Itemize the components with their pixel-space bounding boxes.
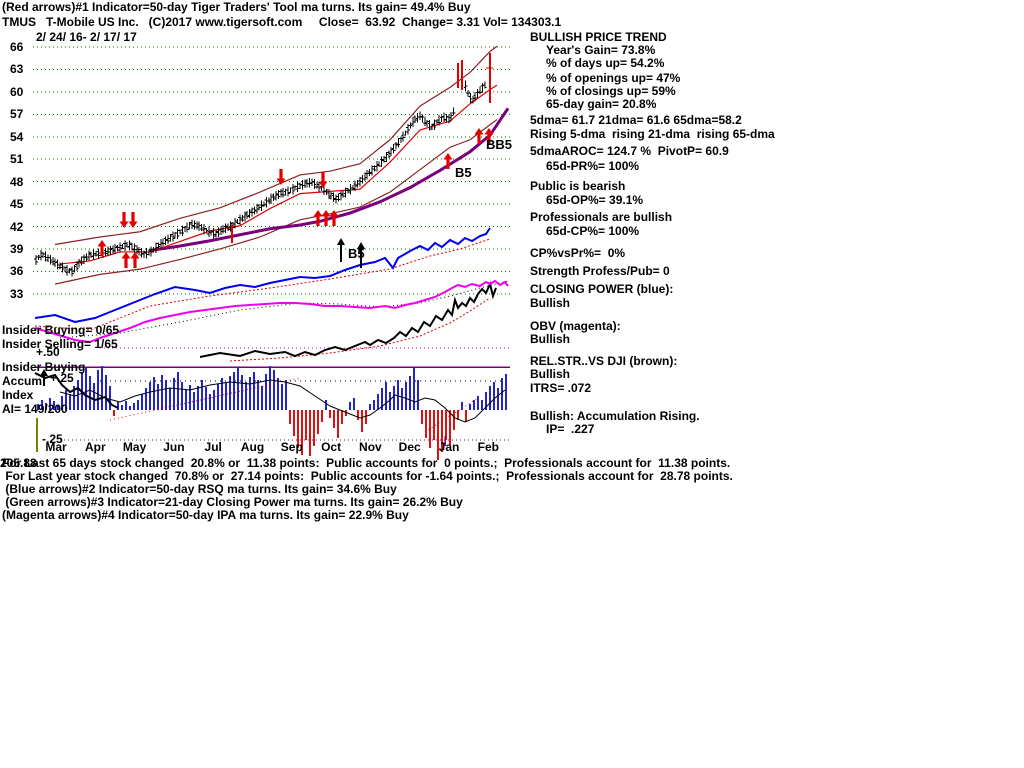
- indicator-legend-line: (Red arrows)#1 Indicator=50-day Tiger Tr…: [2, 0, 471, 14]
- bottom-legend-line: For Last 65 days stock changed 20.8% or …: [2, 456, 731, 470]
- plus-50-level-label: +.50: [36, 345, 60, 359]
- x-axis-month-label: Oct: [321, 440, 342, 454]
- obv-end-value-overlay: 205.88: [0, 456, 37, 470]
- right-panel-line: 5dma= 61.7 21dma= 61.6 65dma=58.2: [530, 113, 742, 127]
- date-range-label: 2/ 24/ 16- 2/ 17/ 17: [36, 30, 137, 44]
- y-axis-tick-label: 45: [10, 197, 24, 212]
- buy-signal-label: B5: [455, 165, 472, 180]
- right-panel-line: Public is bearish: [530, 179, 626, 193]
- y-axis-tick-label: 36: [10, 264, 24, 279]
- y-axis-tick-label: 66: [10, 40, 24, 54]
- right-panel-line: CP%vsPr%= 0%: [530, 246, 626, 260]
- right-panel-line: Year's Gain= 73.8%: [546, 43, 656, 57]
- y-axis-tick-label: 54: [10, 129, 24, 144]
- right-panel-line: 65d-CP%= 100%: [546, 224, 640, 238]
- x-axis-month-label: Feb: [477, 440, 499, 454]
- x-axis-month-label: Jan: [438, 440, 460, 454]
- accum-label: Accum: [2, 374, 43, 388]
- right-panel-line: Rising 5-dma rising 21-dma rising 65-dma: [530, 127, 775, 141]
- right-panel-line: Bullish: [530, 367, 571, 381]
- right-panel-line: 65d-OP%= 39.1%: [546, 193, 644, 207]
- insider-selling-ratio-label: Insider Selling= 1/65: [2, 337, 118, 351]
- bottom-legend-line: (Green arrows)#3 Indicator=21-day Closin…: [2, 495, 463, 509]
- plus-25-level-label: +.25: [50, 371, 74, 385]
- y-axis-tick-label: 42: [10, 219, 24, 234]
- bottom-legend-line: For Last year stock changed 70.8% or 27.…: [2, 469, 733, 483]
- insider-buying-ratio-label: Insider Buying= 0/65: [2, 323, 120, 337]
- right-panel-line: Bullish: Accumulation Rising.: [530, 409, 700, 423]
- right-panel-line: 65-day gain= 20.8%: [546, 97, 657, 111]
- right-panel-line: 65d-PR%= 100%: [546, 159, 640, 173]
- x-axis-month-label: Mar: [45, 440, 67, 454]
- buy-signal-label: BB5: [486, 137, 513, 152]
- right-panel-line: ITRS= .072: [530, 381, 592, 395]
- accumulation-index-value-label: AI= 149/200: [2, 402, 68, 416]
- right-panel-line: OBV (magenta):: [530, 319, 621, 333]
- x-axis-month-label: Apr: [84, 440, 106, 454]
- right-panel-line: Professionals are bullish: [530, 210, 673, 224]
- index-label: Index: [2, 388, 34, 402]
- right-panel-line: % of closings up= 59%: [546, 84, 676, 98]
- buy-signal-label: B5: [348, 246, 365, 261]
- right-panel-line: REL.STR..VS DJI (brown):: [530, 354, 678, 368]
- right-panel-line: % of days up= 54.2%: [546, 56, 665, 70]
- right-panel-line: Bullish: [530, 332, 571, 346]
- x-axis-month-label: Aug: [240, 440, 265, 454]
- right-panel-line: IP= .227: [546, 422, 595, 436]
- right-panel-line: CLOSING POWER (blue):: [530, 282, 674, 296]
- y-axis-tick-label: 57: [10, 107, 24, 122]
- y-axis-tick-label: 33: [10, 286, 24, 301]
- y-axis-tick-label: 48: [10, 174, 24, 189]
- y-axis-tick-label: 51: [10, 152, 24, 167]
- quote-title-line: TMUS T-Mobile US Inc. (C)2017 www.tigers…: [2, 15, 562, 29]
- y-axis-tick-label: 39: [10, 241, 24, 256]
- right-panel-line: BULLISH PRICE TREND: [530, 30, 667, 44]
- x-axis-month-label: Jun: [163, 440, 185, 454]
- x-axis-month-label: Nov: [359, 440, 382, 454]
- x-axis-month-label: May: [122, 440, 147, 454]
- x-axis-month-label: Sep: [280, 440, 303, 454]
- x-axis-month-label: Jul: [204, 440, 222, 454]
- right-panel-line: % of openings up= 47%: [546, 71, 681, 85]
- minus-25-level-label: -.25: [42, 432, 63, 446]
- y-axis-tick-label: 63: [10, 62, 24, 77]
- x-axis-month-label: Dec: [398, 440, 421, 454]
- bottom-legend-line: (Magenta arrows)#4 Indicator=50-day IPA …: [2, 508, 409, 522]
- right-panel-line: 5dmaAROC= 124.7 % PivotP= 60.9: [530, 144, 729, 158]
- bottom-legend-line: (Blue arrows)#2 Indicator=50-day RSQ ma …: [2, 482, 397, 496]
- right-panel-line: Bullish: [530, 296, 571, 310]
- insider-buying-label: Insider Buying: [2, 360, 86, 374]
- y-axis-tick-label: 60: [10, 84, 24, 99]
- right-panel-line: Strength Profess/Pub= 0: [530, 264, 670, 278]
